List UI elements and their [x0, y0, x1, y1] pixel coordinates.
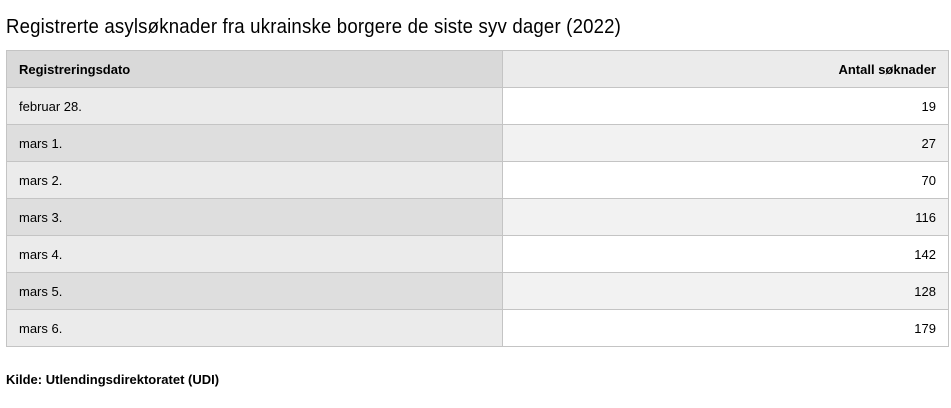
source-note: Kilde: Utlendingsdirektoratet (UDI) [6, 372, 220, 387]
table-row: mars 6. 179 [6, 309, 949, 347]
column-header-count: Antall søknader [502, 50, 949, 88]
cell-date: mars 2. [6, 161, 503, 199]
cell-count: 179 [502, 309, 949, 347]
cell-count: 142 [502, 235, 949, 273]
cell-count: 116 [502, 198, 949, 236]
cell-count: 128 [502, 272, 949, 310]
cell-date: mars 5. [6, 272, 503, 310]
table-row: mars 5. 128 [6, 272, 949, 310]
cell-date: mars 4. [6, 235, 503, 273]
table-row: mars 1. 27 [6, 124, 949, 162]
table-title: Registrerte asylsøknader fra ukrainske b… [6, 16, 622, 38]
cell-count: 19 [502, 87, 949, 125]
cell-date: mars 6. [6, 309, 503, 347]
table-row: mars 2. 70 [6, 161, 949, 199]
table-row: februar 28. 19 [6, 87, 949, 125]
cell-date: februar 28. [6, 87, 503, 125]
cell-date: mars 1. [6, 124, 503, 162]
table-row: mars 4. 142 [6, 235, 949, 273]
column-header-date: Registreringsdato [6, 50, 503, 88]
data-table: Registreringsdato Antall søknader februa… [6, 50, 949, 347]
cell-count: 27 [502, 124, 949, 162]
cell-count: 70 [502, 161, 949, 199]
cell-date: mars 3. [6, 198, 503, 236]
header-row: Registreringsdato Antall søknader [6, 50, 949, 88]
table-row: mars 3. 116 [6, 198, 949, 236]
